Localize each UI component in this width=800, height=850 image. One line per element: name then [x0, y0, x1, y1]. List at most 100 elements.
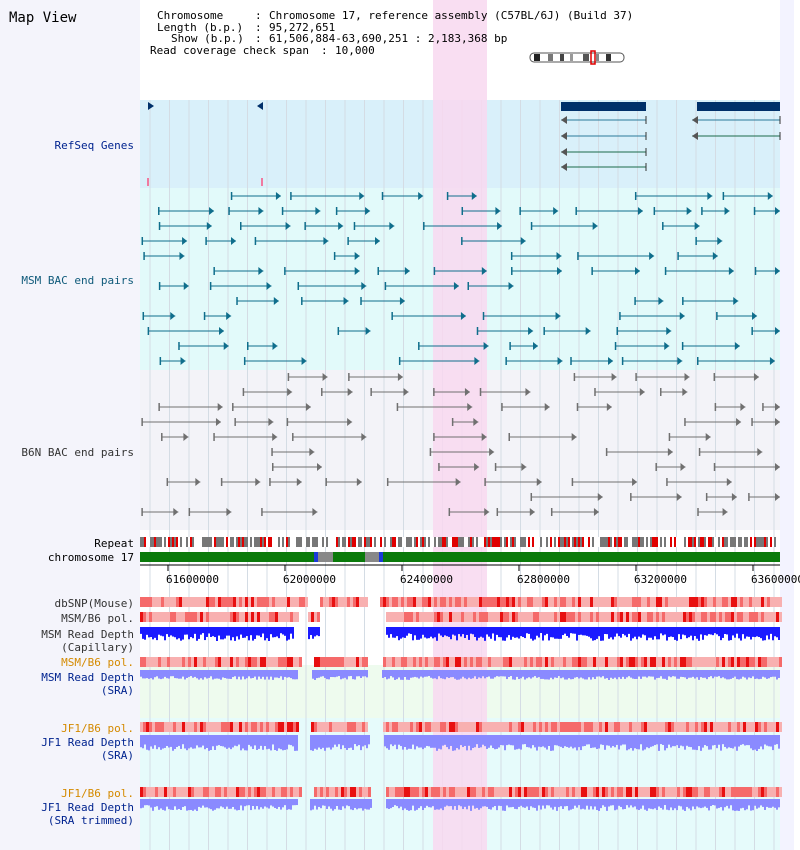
track-label-repeat[interactable]: Repeat [94, 537, 134, 550]
track-label-msm-depth-cap[interactable]: MSM Read Depth [41, 628, 134, 641]
polymorphism-density [263, 612, 266, 622]
read-depth-bar [222, 735, 224, 747]
repeat-element [170, 537, 172, 547]
track-label-jf1-pol-2[interactable]: JF1/B6 pol. [61, 787, 134, 800]
read-depth-bar [690, 799, 692, 811]
read-depth-bar [196, 670, 198, 679]
read-depth-bar [282, 627, 284, 635]
polymorphism-density [650, 612, 653, 622]
track-label-dbsnp[interactable]: dbSNP(Mouse) [54, 597, 134, 610]
read-depth-bar [592, 670, 594, 678]
polymorphism-density [149, 657, 152, 667]
polymorphism-density [206, 722, 209, 732]
read-depth-bar [370, 799, 372, 808]
read-depth-bar [292, 735, 294, 747]
repeat-element [316, 537, 318, 547]
repeat-element [728, 537, 730, 547]
read-depth-bar [196, 735, 198, 746]
read-depth-bar [748, 735, 750, 746]
repeat-element [286, 537, 288, 547]
read-depth-bar [462, 799, 464, 810]
polymorphism-density [680, 787, 683, 797]
read-depth-bar [456, 735, 458, 749]
polymorphism-density [485, 787, 488, 797]
bac-end [354, 252, 360, 260]
polymorphism-density [404, 787, 407, 797]
read-depth-bar [148, 627, 150, 638]
read-depth-bar [726, 627, 728, 635]
show-sep: : [255, 32, 262, 45]
read-depth-bar [504, 627, 506, 641]
read-depth-bar [670, 735, 672, 748]
track-label-jf1-depth-trim[interactable]: JF1 Read Depth [41, 801, 134, 814]
polymorphism-density [644, 597, 647, 607]
track-label-msm-bac[interactable]: MSM BAC end pairs [21, 274, 134, 287]
repeat-element [186, 537, 188, 547]
polymorphism-density [731, 787, 734, 797]
track-label-refseq[interactable]: RefSeq Genes [54, 139, 134, 152]
read-depth-bar [696, 799, 698, 807]
bac-end [676, 493, 682, 501]
read-depth-bar [140, 799, 142, 809]
polymorphism-density [146, 657, 149, 667]
read-depth-bar [458, 627, 460, 635]
polymorphism-density [596, 722, 599, 732]
polymorphism-density [602, 612, 605, 622]
read-depth-bar [486, 799, 488, 807]
read-depth-bar [434, 735, 436, 748]
repeat-element [228, 537, 230, 547]
read-depth-bar [520, 735, 522, 750]
polymorphism-density [566, 722, 569, 732]
read-depth-bar [438, 735, 440, 749]
read-depth-bar [344, 735, 346, 749]
read-depth-bar [776, 735, 778, 745]
track-label-msm-b6-pol-1[interactable]: MSM/B6 pol. [61, 612, 134, 625]
polymorphism-density [512, 657, 515, 667]
read-depth-bar [214, 735, 216, 750]
read-depth-bar [632, 670, 634, 679]
polymorphism-density [239, 597, 242, 607]
read-depth-bar [672, 627, 674, 638]
track-label-chromosome[interactable]: chromosome 17 [47, 551, 134, 564]
polymorphism-density [644, 787, 647, 797]
repeat-element [324, 537, 326, 547]
polymorphism-density [656, 597, 659, 607]
read-depth-bar [184, 799, 186, 807]
read-depth-bar [216, 735, 218, 746]
polymorphism-density [422, 657, 425, 667]
polymorphism-density [719, 597, 722, 607]
read-depth-bar [294, 670, 296, 680]
read-depth-bar [318, 627, 320, 637]
track-label-b6n-bac[interactable]: B6N BAC end pairs [21, 446, 134, 459]
polymorphism-density [485, 597, 488, 607]
repeat-element [472, 537, 474, 547]
repeat-element [160, 537, 162, 547]
repeat-element [538, 537, 540, 547]
polymorphism-density [596, 597, 599, 607]
bac-end [173, 508, 179, 516]
track-label-msm-b6-pol-2[interactable]: MSM/B6 pol. [61, 656, 134, 669]
track-label-jf1-pol-1[interactable]: JF1/B6 pol. [61, 722, 134, 735]
read-depth-bar [752, 735, 754, 751]
track-label-msm-depth-sra[interactable]: MSM Read Depth [41, 671, 134, 684]
repeat-element [542, 537, 544, 547]
read-depth-bar [158, 670, 160, 679]
repeat-element [756, 537, 758, 547]
read-depth-bar [576, 799, 578, 808]
polymorphism-density [332, 657, 335, 667]
read-depth-bar [314, 670, 316, 680]
polymorphism-density [569, 612, 572, 622]
read-depth-bar [342, 735, 344, 746]
read-depth-bar [160, 799, 162, 809]
read-depth-bar [384, 735, 386, 747]
polymorphism-density [443, 787, 446, 797]
read-depth-bar [664, 627, 666, 635]
read-depth-bar [746, 627, 748, 637]
read-depth-bar [678, 735, 680, 749]
polymorphism-density [482, 787, 485, 797]
polymorphism-density [776, 787, 779, 797]
read-depth-bar [456, 799, 458, 810]
polymorphism-density [704, 657, 707, 667]
track-label-jf1-depth-sra[interactable]: JF1 Read Depth [41, 736, 134, 749]
